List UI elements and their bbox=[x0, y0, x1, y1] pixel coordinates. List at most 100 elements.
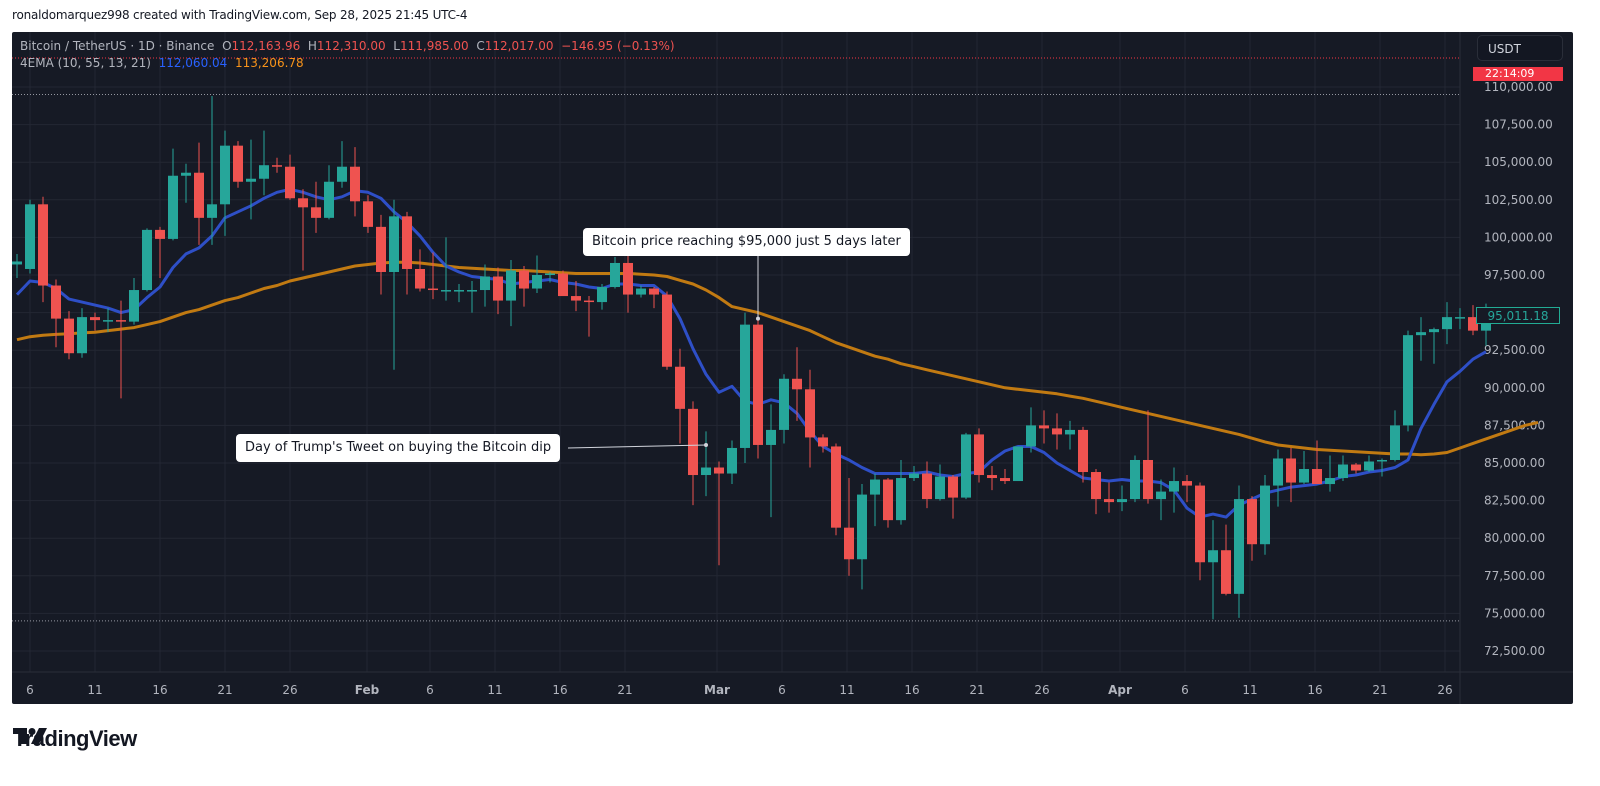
candle-up bbox=[259, 165, 269, 179]
candle-up bbox=[597, 287, 607, 303]
candle-down bbox=[90, 317, 100, 321]
time-axis-label: 26 bbox=[282, 683, 297, 697]
tradingview-logo[interactable]: TradingView bbox=[13, 726, 137, 752]
time-axis-label: 16 bbox=[552, 683, 567, 697]
price-axis-label: 87,500.00 bbox=[1484, 418, 1545, 432]
low-label: L bbox=[393, 39, 400, 53]
time-axis-label: Mar bbox=[704, 683, 730, 697]
open-value: 112,163.96 bbox=[231, 39, 301, 53]
candle-down bbox=[1195, 485, 1205, 563]
candle-up bbox=[1130, 459, 1140, 500]
last-price-badge: 95,011.18 bbox=[1476, 307, 1560, 324]
candle-up bbox=[480, 276, 490, 291]
candle-down bbox=[194, 172, 204, 218]
chart-frame[interactable]: Bitcoin / TetherUS · 1D · Binance O112,1… bbox=[12, 32, 1573, 704]
candle-down bbox=[493, 276, 503, 301]
annotation-anchor-price bbox=[756, 316, 760, 321]
candle-up bbox=[1260, 485, 1270, 545]
time-axis-label: 11 bbox=[1242, 683, 1257, 697]
candlestick-chart[interactable]: 110,000.00 107,500.00 105,000.00 102,500.00… bbox=[12, 32, 1573, 704]
time-axis-label: Feb bbox=[355, 683, 380, 697]
candle-down bbox=[51, 285, 61, 319]
candle-up bbox=[636, 288, 646, 295]
candle-up bbox=[779, 378, 789, 430]
price-axis-label: 97,500.00 bbox=[1484, 268, 1545, 282]
time-axis-label: 21 bbox=[969, 683, 984, 697]
candle-up bbox=[1390, 425, 1400, 460]
price-axis-label: 75,000.00 bbox=[1484, 606, 1545, 620]
symbol-title[interactable]: Bitcoin / TetherUS · 1D · Binance bbox=[20, 39, 215, 53]
candle-up bbox=[1429, 329, 1439, 333]
candle-up bbox=[727, 447, 737, 474]
candle-up bbox=[701, 467, 711, 476]
candle-up bbox=[1442, 317, 1452, 330]
price-axis-label: 80,000.00 bbox=[1484, 531, 1545, 545]
candle-down bbox=[350, 166, 360, 202]
candle-down bbox=[298, 198, 308, 208]
candle-down bbox=[948, 476, 958, 498]
candle-up bbox=[1455, 317, 1465, 319]
candle-down bbox=[688, 408, 698, 476]
candle-up bbox=[441, 290, 451, 292]
annotation-trump-tweet[interactable]: Day of Trump's Tweet on buying the Bitco… bbox=[236, 434, 561, 462]
time-axis-label: 6 bbox=[26, 683, 34, 697]
candle-up bbox=[467, 290, 477, 292]
candle-up bbox=[766, 429, 776, 445]
price-axis-label: 110,000.00 bbox=[1484, 80, 1553, 94]
candle-up bbox=[1013, 446, 1023, 482]
price-axis-label: 100,000.00 bbox=[1484, 230, 1553, 244]
annotation-anchor-tweet bbox=[704, 442, 708, 447]
candle-down bbox=[155, 229, 165, 239]
candle-down bbox=[38, 204, 48, 286]
candle-up bbox=[1364, 461, 1374, 471]
price-axis-label: 72,500.00 bbox=[1484, 644, 1545, 658]
candle-up bbox=[1299, 469, 1309, 483]
annotation-price-reaching-95000[interactable]: Bitcoin price reaching $95,000 just 5 da… bbox=[583, 228, 910, 256]
time-axis-label: 6 bbox=[1181, 683, 1189, 697]
candle-up bbox=[857, 494, 867, 560]
candle-up bbox=[610, 262, 620, 288]
candle-down bbox=[883, 479, 893, 521]
candle-down bbox=[1468, 317, 1478, 331]
ema-slow-line bbox=[16, 260, 1539, 457]
candle-down bbox=[831, 446, 841, 528]
legend-symbol-row: Bitcoin / TetherUS · 1D · Binance O112,1… bbox=[20, 38, 675, 55]
candle-down bbox=[311, 207, 321, 218]
candle-down bbox=[116, 320, 126, 322]
candle-down bbox=[1351, 464, 1361, 471]
low-value: 111,985.00 bbox=[399, 39, 469, 53]
candle-up bbox=[181, 172, 191, 176]
candle-up bbox=[12, 261, 22, 265]
candle-down bbox=[922, 473, 932, 500]
candle-up bbox=[1325, 478, 1335, 485]
candle-up bbox=[935, 476, 945, 500]
candle-up bbox=[896, 478, 906, 521]
candle-up bbox=[1273, 458, 1283, 486]
high-value: 112,310.00 bbox=[316, 39, 386, 53]
candle-down bbox=[753, 324, 763, 445]
candle-down bbox=[987, 475, 997, 479]
candle-up bbox=[1403, 335, 1413, 426]
candle-down bbox=[428, 288, 438, 291]
candle-down bbox=[844, 527, 854, 560]
indicator-title[interactable]: 4EMA (10, 55, 13, 21) bbox=[20, 56, 151, 70]
candle-down bbox=[1078, 429, 1088, 473]
candle-down bbox=[363, 201, 373, 227]
candle-up bbox=[532, 275, 542, 289]
candle-up bbox=[1208, 550, 1218, 563]
candle-up bbox=[324, 181, 334, 218]
candle-up bbox=[506, 270, 516, 301]
price-axis-label: 107,500.00 bbox=[1484, 118, 1553, 132]
candle-up bbox=[909, 473, 919, 479]
currency-button[interactable]: USDT bbox=[1477, 35, 1563, 61]
candle-up bbox=[1156, 491, 1166, 500]
candle-down bbox=[714, 467, 724, 474]
candle-down bbox=[571, 296, 581, 301]
legend-indicator-row: 4EMA (10, 55, 13, 21) 112,060.04 113,206… bbox=[20, 55, 675, 72]
time-axis-label: Apr bbox=[1108, 683, 1132, 697]
candle-down bbox=[285, 166, 295, 199]
candle-down bbox=[272, 165, 282, 167]
candle-up bbox=[870, 479, 880, 495]
time-axis-label: 16 bbox=[1307, 683, 1322, 697]
candle-down bbox=[558, 273, 568, 297]
